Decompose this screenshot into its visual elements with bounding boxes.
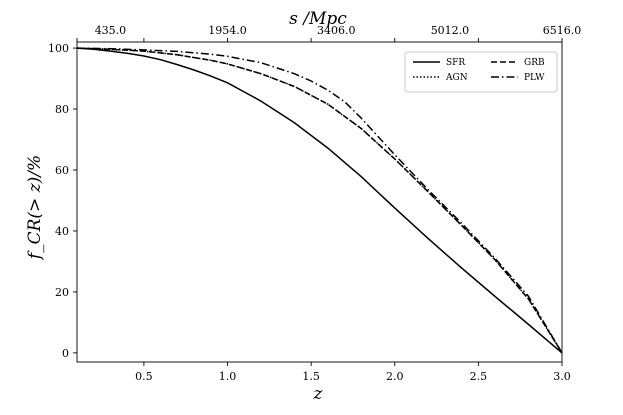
y-tick-label: 0	[62, 347, 69, 360]
y-tick-label: 40	[55, 225, 69, 238]
top-tick-label: 6516.0	[543, 24, 582, 37]
legend-label-sfr: SFR	[446, 58, 465, 68]
top-axis-title: s /Mpc	[289, 9, 347, 29]
series-plw-line	[76, 47, 563, 354]
axes-layer: 0.5 1.0 1.5 2.0 2.5 3.0 0 20 40 60 80 100 435.0 1954.…	[48, 24, 581, 383]
x-tick-label: 2.0	[386, 370, 404, 383]
x-tick-label: 0.5	[135, 370, 153, 383]
top-tick-label: 3406.0	[317, 24, 356, 37]
legend-box	[404, 51, 558, 93]
legend-label-plw: PLW	[524, 73, 545, 83]
series-agn-line	[76, 47, 563, 354]
top-tick-label: 5012.0	[431, 24, 470, 37]
y-tick-label: 20	[55, 286, 69, 299]
x-tick-label: 1.0	[219, 370, 237, 383]
x-tick-label: 1.5	[302, 370, 320, 383]
series-layer	[76, 47, 563, 354]
legend: SFR GRB AGN PLW	[404, 51, 558, 93]
y-tick-label: 80	[55, 103, 69, 116]
x-tick-label: 2.5	[470, 370, 488, 383]
legend-label-agn: AGN	[445, 73, 468, 83]
x-tick-label: 3.0	[553, 370, 571, 383]
legend-label-grb: GRB	[524, 58, 545, 68]
plot-frame	[76, 41, 563, 363]
y-axis-title: f_CR(> z)/%	[25, 155, 45, 261]
y-tick-label: 60	[55, 164, 69, 177]
top-tick-label: 1954.0	[208, 24, 247, 37]
top-tick-label: 435.0	[95, 24, 127, 37]
series-sfr-line	[76, 47, 563, 354]
series-grb-line	[76, 47, 563, 354]
x-axis-title: z	[313, 384, 324, 404]
y-tick-label: 100	[48, 42, 69, 55]
